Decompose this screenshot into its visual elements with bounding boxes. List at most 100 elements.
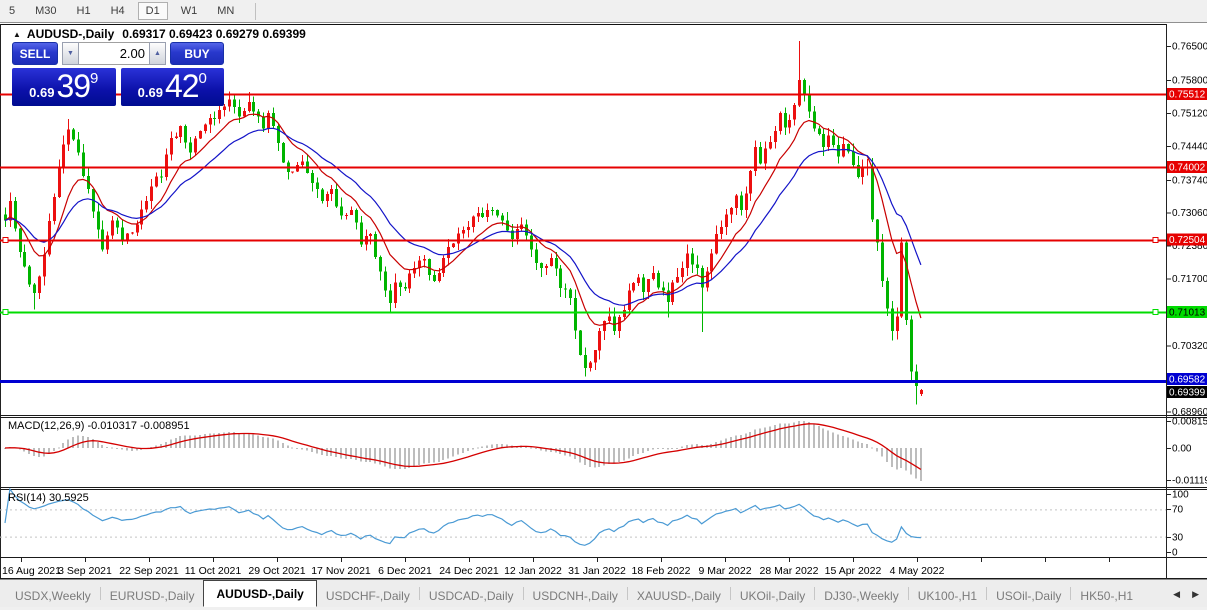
moving-averages (4, 113, 922, 326)
price-level-badge: 0.69582 (1169, 375, 1206, 386)
arrow-up-icon: ▲ (154, 50, 161, 57)
macd-indicator-label: MACD(12,26,9) -0.010317 -0.008951 (8, 420, 190, 432)
date-tick-label: 24 Dec 2021 (439, 565, 499, 577)
tab-separator (418, 587, 420, 600)
price-tick-label: 0.74440 (1172, 141, 1207, 152)
date-tick-label: 6 Dec 2021 (378, 565, 432, 577)
date-tick-label: 17 Nov 2021 (311, 565, 371, 577)
tab-usoil-daily[interactable]: USOil-,Daily (996, 588, 1062, 603)
tab-dj30-weekly[interactable]: DJ30-,Weekly (824, 588, 899, 603)
tab-audusd-daily[interactable]: AUDUSD-,Daily (203, 580, 317, 607)
tab-separator (907, 587, 909, 600)
collapse-triangle-icon[interactable]: ▲ (13, 29, 21, 39)
sell-button[interactable]: SELL (12, 42, 58, 65)
buy-price-big-digits: 42 (164, 68, 200, 104)
tab-separator (626, 587, 628, 600)
timeframe-W1[interactable]: W1 (180, 5, 198, 17)
timeframe-MN[interactable]: MN (217, 5, 235, 17)
price-level-badge: 0.71013 (1169, 307, 1206, 318)
date-tick-label: 15 Apr 2022 (825, 565, 882, 577)
price-tick-label: 0.70320 (1172, 341, 1207, 352)
timeframe-H4[interactable]: H4 (110, 5, 125, 17)
price-tick-label: 0.68960 (1172, 407, 1207, 418)
tab-usdcnh-daily[interactable]: USDCNH-,Daily (532, 588, 618, 603)
price-badges: 0.75512 0.74002 0.72504 0.71013 0.69582 0.693… (1167, 88, 1207, 399)
buy-price-fraction: 0.69 (137, 85, 163, 100)
svg-text:-0.011196: -0.011196 (1172, 476, 1207, 487)
buy-price-pip-digit: 0 (198, 70, 207, 87)
chart-tabs-bar: USDX,Weekly EURUSD-,Daily AUDUSD-,Daily USD… (0, 579, 1207, 607)
arrow-down-icon: ▼ (67, 50, 74, 57)
timeframe-5[interactable]: 5 (9, 5, 16, 17)
tab-ukoil-daily[interactable]: UKOil-,Daily (739, 588, 806, 603)
hline-handle[interactable] (2, 309, 9, 315)
svg-text:0.008152: 0.008152 (1172, 417, 1207, 428)
date-tick-label: 4 May 2022 (890, 565, 945, 577)
window-borders (0, 24, 1166, 579)
hline-handle[interactable] (1152, 309, 1159, 315)
candlesticks (4, 40, 923, 405)
tab-separator (99, 587, 101, 600)
sell-price-big-digits: 39 (56, 68, 91, 104)
volume-increase-button[interactable]: ▲ (149, 42, 166, 65)
chart-canvas[interactable]: 0.76500 0.75800 0.75120 0.74440 0.73740 0.730… (0, 23, 1207, 579)
price-tick-label: 0.71700 (1172, 274, 1207, 285)
price-level-badge: 0.69399 (1169, 388, 1206, 399)
rsi-pane (0, 487, 1166, 546)
date-tick-label: 9 Mar 2022 (698, 565, 751, 577)
volume-decrease-button[interactable]: ▼ (62, 42, 79, 65)
tab-usdcad-daily[interactable]: USDCAD-,Daily (428, 588, 514, 603)
date-tick-label: 29 Oct 2021 (248, 565, 305, 577)
price-tick-label: 0.75120 (1172, 108, 1207, 119)
chart-tabs: USDX,Weekly EURUSD-,Daily AUDUSD-,Daily USD… (0, 580, 1207, 607)
price-level-badge: 0.74002 (1169, 163, 1206, 174)
svg-text:0: 0 (1172, 548, 1178, 559)
tab-usdchf-daily[interactable]: USDCHF-,Daily (325, 588, 410, 603)
tab-uk100-h1[interactable]: UK100-,H1 (917, 588, 978, 603)
timeframe-H1[interactable]: H1 (76, 5, 91, 17)
timeframe-D1[interactable]: D1 (137, 2, 168, 20)
hline-0.72504[interactable] (0, 237, 1166, 243)
svg-text:100: 100 (1172, 490, 1189, 501)
hline-handle[interactable] (1152, 237, 1159, 243)
buy-button[interactable]: BUY (170, 42, 224, 65)
date-tick-label: 3 Sep 2021 (58, 565, 112, 577)
price-level-badge: 0.75512 (1169, 90, 1206, 101)
hline-0.71013[interactable] (0, 309, 1166, 315)
tab-separator (1070, 587, 1072, 600)
tab-separator (986, 587, 988, 600)
pane-separators (0, 415, 1207, 579)
price-tick-label: 0.76500 (1172, 42, 1207, 53)
tab-eurusd-daily[interactable]: EURUSD-,Daily (109, 588, 195, 603)
volume-input[interactable] (79, 42, 149, 65)
volume-stepper: ▼ ▲ (62, 42, 166, 65)
rsi-indicator-label: RSI(14) 30.5925 (8, 492, 89, 504)
tab-separator (522, 587, 524, 600)
trade-prices-row: 0.69 39 9 0.69 42 0 (12, 68, 224, 106)
chart-ohlc-values: 0.69317 0.69423 0.69279 0.69399 (122, 27, 306, 41)
svg-text:30: 30 (1172, 533, 1184, 544)
buy-price-display[interactable]: 0.69 42 0 (120, 68, 224, 106)
tab-separator (729, 587, 731, 600)
hline-handle[interactable] (2, 237, 9, 243)
svg-text:0.00: 0.00 (1172, 444, 1192, 455)
sell-price-fraction: 0.69 (29, 85, 55, 100)
price-tick-label: 0.73740 (1172, 175, 1207, 186)
sell-price-display[interactable]: 0.69 39 9 (12, 68, 116, 106)
tab-usdx-weekly[interactable]: USDX,Weekly (15, 588, 91, 603)
tabs-scroll-left-icon[interactable]: ◀ (1173, 588, 1181, 599)
one-click-trading-panel: SELL ▼ ▲ BUY 0.69 39 9 0.69 42 0 (12, 42, 224, 106)
price-tick-label: 0.73060 (1172, 208, 1207, 219)
timeframe-M30[interactable]: M30 (35, 5, 57, 17)
tab-hk50-h1[interactable]: HK50-,H1 (1080, 588, 1134, 603)
price-axis[interactable]: 0.76500 0.75800 0.75120 0.74440 0.73740 0.730… (1166, 24, 1207, 579)
tabs-scroll-right-icon[interactable]: ▶ (1192, 588, 1199, 599)
horizontal-level-lines[interactable] (0, 93, 1166, 383)
toolbar-separator (255, 2, 257, 20)
price-tick-label: 0.75800 (1172, 76, 1207, 87)
chart-area: 0.76500 0.75800 0.75120 0.74440 0.73740 0.730… (0, 23, 1207, 579)
date-tick-label: 31 Jan 2022 (568, 565, 626, 577)
tab-xauusd-daily[interactable]: XAUUSD-,Daily (636, 588, 721, 603)
